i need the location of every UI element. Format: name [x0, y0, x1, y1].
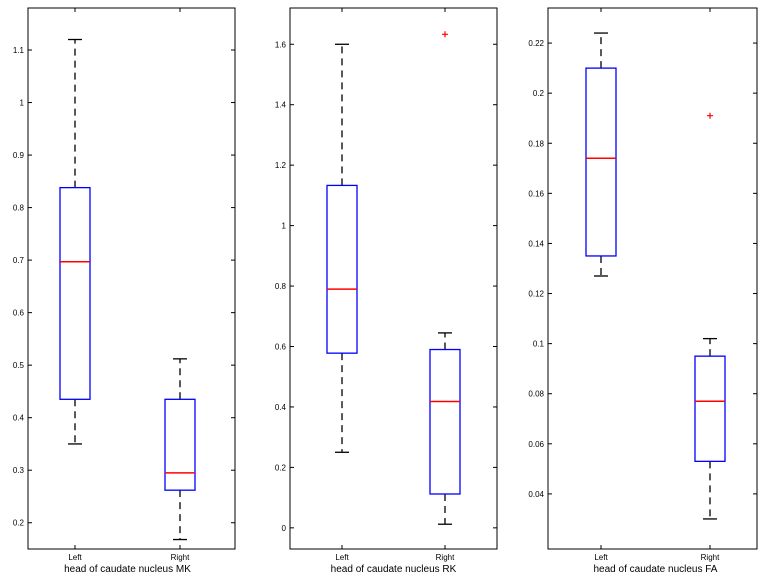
- y-tick-label: 0.06: [528, 440, 544, 449]
- chart-panel-rk: 0 0.2 0.4 0.6 0.8 1 1.2 1.4 1.6 Left Right head …: [275, 7, 498, 575]
- chart-panel-mk: 0.20.30.40.50.60.70.80.911.1 Left Right …: [13, 7, 236, 575]
- y-tick-label: 0.8: [13, 204, 25, 213]
- x-axis-label: head of caudate nucleus FA: [594, 564, 718, 575]
- y-tick-label: 0.14: [528, 239, 544, 248]
- plot-frame: [547, 7, 758, 550]
- y-tick-label: 0.6: [13, 309, 25, 318]
- x-axis-label: head of caudate nucleus RK: [331, 564, 457, 575]
- y-tick-label: 0.5: [13, 361, 25, 370]
- plot-frame: [27, 7, 236, 550]
- y-tick-label: 0.12: [528, 290, 544, 299]
- y-tick-label: 0.18: [528, 139, 544, 148]
- iqr-box: [164, 398, 196, 491]
- marks-rk: 0 0.2 0.4 0.6 0.8 1 1.2 1.4 1.6: [275, 8, 497, 549]
- y-tick-label: 0.9: [13, 151, 25, 160]
- y-tick-label: 1: [20, 99, 25, 108]
- y-tick-label: 0.3: [13, 466, 25, 475]
- iqr-box: [326, 184, 358, 354]
- outlier-point: [707, 112, 713, 119]
- iqr-box: [429, 348, 461, 495]
- iqr-box: [694, 355, 726, 462]
- y-tick-label: 0.04: [528, 490, 544, 499]
- category-label-left: Left: [594, 553, 608, 562]
- y-tick-label: 0.22: [528, 39, 544, 48]
- y-tick-label: 0.2: [275, 463, 287, 472]
- y-tick-label: 0.2: [13, 519, 25, 528]
- category-label-right: Right: [701, 553, 720, 562]
- y-tick-label: 0.1: [533, 340, 545, 349]
- y-tick-label: 1.4: [275, 101, 287, 110]
- marks-mk: 0.2 0.3 0.4 0.5 0.6 0.7 0.8 0.9 1 1.1: [13, 8, 235, 549]
- y-tick-label: 0.6: [275, 343, 287, 352]
- y-tick-label: 0.4: [13, 414, 25, 423]
- iqr-box: [585, 67, 617, 257]
- x-axis-label: head of caudate nucleus MK: [64, 564, 191, 575]
- plot-frame: [289, 7, 498, 550]
- category-label-left: Left: [68, 553, 82, 562]
- y-tick-label: 0.4: [275, 403, 287, 412]
- y-tick-label: 0.08: [528, 390, 544, 399]
- category-label-right: Right: [436, 553, 455, 562]
- y-tick-label: 1.6: [275, 40, 287, 49]
- category-label-left: Left: [335, 553, 349, 562]
- outlier-point: [442, 31, 448, 38]
- y-tick-label: 0.8: [275, 282, 287, 291]
- y-tick-label: 0.16: [528, 189, 544, 198]
- chart-panel-fa: 0.04 0.06 0.08 0.1 0.12 0.14 0.16 0.18 0.2 0.22 L…: [528, 7, 758, 575]
- marks-fa: 0.04 0.06 0.08 0.1 0.12 0.14 0.16 0.18 0.2 0.22: [528, 8, 757, 549]
- y-tick-label: 1: [282, 222, 287, 231]
- iqr-box: [59, 186, 91, 400]
- category-label-right: Right: [171, 553, 190, 562]
- y-tick-label: 0.7: [13, 256, 25, 265]
- y-tick-label: 1.1: [13, 46, 25, 55]
- y-tick-label: 1.2: [275, 161, 287, 170]
- y-tick-label: 0.2: [533, 89, 545, 98]
- y-tick-label: 0: [282, 524, 287, 533]
